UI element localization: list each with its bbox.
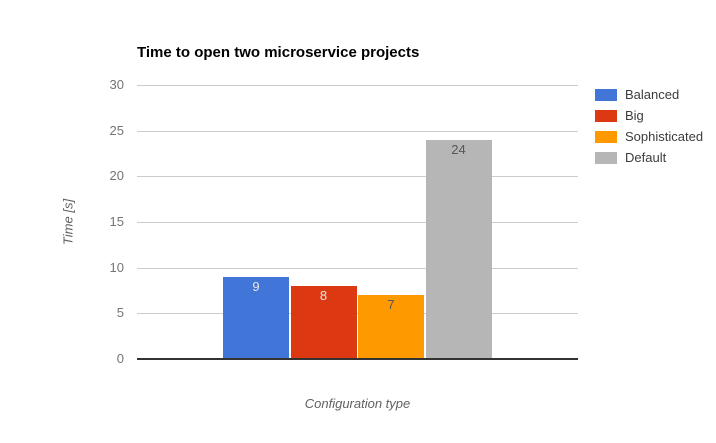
legend-item-sophisticated[interactable]: Sophisticated [595, 126, 703, 147]
legend-swatch-icon [595, 88, 617, 101]
y-axis-title: Time [s] [60, 198, 76, 246]
legend-label: Default [625, 150, 667, 165]
y-tick-label: 25 [109, 122, 124, 138]
x-axis-title: Configuration type [304, 396, 411, 411]
gridline-15 [137, 222, 578, 223]
y-axis-tick-labels: 0 5 10 15 20 25 30 [80, 0, 124, 443]
gridline-10 [137, 267, 578, 269]
bar-big[interactable]: 8 [290, 285, 357, 359]
legend-item-big[interactable]: Big [595, 105, 703, 126]
legend-label: Big [625, 108, 644, 123]
gridline-5 [137, 313, 578, 315]
legend-item-balanced[interactable]: Balanced [595, 84, 703, 105]
y-tick-label: 10 [109, 259, 124, 275]
y-tick-label: 30 [109, 77, 124, 92]
legend-label: Balanced [625, 87, 680, 102]
legend-label: Sophisticated [625, 129, 704, 144]
y-tick-label: 15 [109, 214, 124, 229]
bar-value-label: 24 [451, 141, 466, 157]
y-tick-label: 5 [116, 305, 124, 321]
chart-title: Time to open two microservice projects [137, 44, 420, 61]
gridline-20 [137, 176, 578, 178]
bar-balanced[interactable]: 9 [223, 276, 289, 359]
legend-swatch-icon [595, 130, 617, 143]
y-tick-label: 0 [116, 351, 124, 366]
bar-sophisticated[interactable]: 7 [358, 295, 424, 359]
x-axis-line [137, 358, 578, 360]
plot-area: 9 8 7 24 [137, 85, 578, 360]
legend: Balanced Big Sophisticated Default [595, 84, 703, 168]
legend-item-default[interactable]: Default [595, 147, 703, 168]
bar-value-label: 9 [252, 278, 260, 294]
gridline-25 [137, 130, 578, 132]
bar-value-label: 8 [319, 287, 328, 303]
legend-swatch-icon [595, 109, 617, 122]
bar-default[interactable]: 24 [425, 139, 492, 359]
y-tick-label: 20 [109, 168, 124, 184]
bar-value-label: 7 [387, 297, 395, 313]
gridline-30 [137, 85, 578, 86]
legend-swatch-icon [595, 151, 617, 164]
